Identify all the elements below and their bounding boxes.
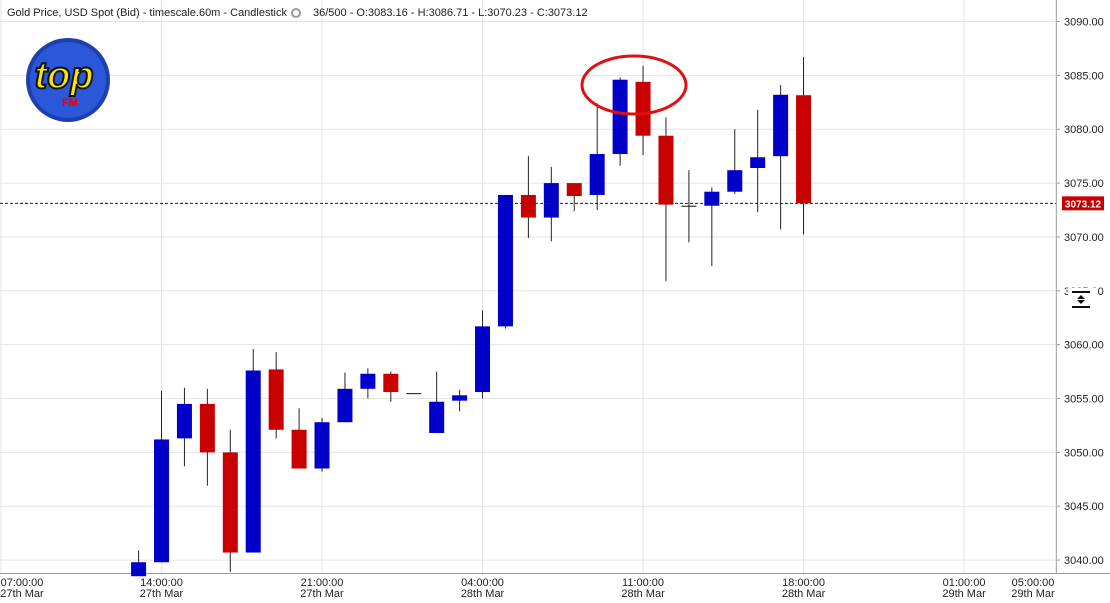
candle-body xyxy=(131,562,147,577)
candle-body xyxy=(589,154,605,195)
candle-body xyxy=(199,403,215,453)
logo: top FM xyxy=(26,38,110,122)
y-tick-label: 3050.00 xyxy=(1064,447,1104,459)
candle-body xyxy=(750,157,766,169)
logo-sub: FM xyxy=(62,97,78,109)
candle-body xyxy=(406,393,422,395)
candle-body xyxy=(566,183,582,197)
chart-info: 36/500 - O:3083.16 - H:3086.71 - L:3070.… xyxy=(313,7,588,19)
x-tick-label: 04:00:00 xyxy=(461,577,504,589)
y-tick-label: 3075.00 xyxy=(1064,178,1104,190)
x-tick-label: 27th Mar xyxy=(140,588,184,598)
candle-body xyxy=(291,429,307,469)
x-tick-label: 27th Mar xyxy=(300,588,344,598)
candle-body xyxy=(337,388,353,423)
x-tick-label: 28th Mar xyxy=(621,588,665,598)
last-price-label: 3073.12 xyxy=(1065,199,1102,210)
candle-body xyxy=(773,94,789,157)
x-tick-label: 01:00:00 xyxy=(943,577,986,589)
candle-body xyxy=(360,373,376,389)
candle-body xyxy=(268,369,284,430)
candle-body xyxy=(635,81,651,136)
candles: 3073.12 xyxy=(0,56,1104,577)
x-tick-label: 21:00:00 xyxy=(301,577,344,589)
candle-body xyxy=(727,170,743,192)
x-tick-label: 28th Mar xyxy=(782,588,826,598)
y-tick-label: 3055.00 xyxy=(1064,394,1104,406)
last-price-box xyxy=(1062,196,1104,211)
candle-body xyxy=(383,373,399,393)
candle-body xyxy=(658,135,674,205)
x-tick-label: 05:00:00 xyxy=(1012,577,1055,589)
axis-scale-icon[interactable] xyxy=(1068,288,1098,310)
chart-title: Gold Price, USD Spot (Bid) - timescale.6… xyxy=(7,7,287,19)
candle-body xyxy=(154,439,170,563)
y-tick-label: 3085.00 xyxy=(1064,70,1104,82)
candle-body xyxy=(796,95,812,204)
candle-body xyxy=(612,79,628,155)
logo-text: top xyxy=(34,55,93,97)
x-tick-label: 18:00:00 xyxy=(782,577,825,589)
candle-body xyxy=(176,403,192,439)
x-tick-label: 14:00:00 xyxy=(140,577,183,589)
candle-body xyxy=(245,370,261,553)
x-tick-label: 07:00:00 xyxy=(1,577,44,589)
settings-icon[interactable] xyxy=(291,8,301,18)
candle-body xyxy=(704,191,720,206)
x-tick-label: 11:00:00 xyxy=(622,577,664,589)
candle-body xyxy=(222,452,238,553)
candle-body xyxy=(497,194,513,327)
y-tick-label: 3060.00 xyxy=(1064,340,1104,352)
candle-body xyxy=(314,422,330,469)
x-tick-label: 29th Mar xyxy=(942,588,986,598)
y-tick-label: 3080.00 xyxy=(1064,124,1104,136)
candle-body xyxy=(681,205,697,207)
candle-body xyxy=(429,401,445,433)
y-tick-label: 3040.00 xyxy=(1064,555,1104,567)
x-tick-label: 27th Mar xyxy=(0,588,44,598)
candle-body xyxy=(520,194,536,218)
candle-body xyxy=(452,395,468,401)
y-tick-label: 3090.00 xyxy=(1064,17,1104,29)
candle-body xyxy=(475,326,491,393)
highlight-ellipse xyxy=(580,54,688,116)
x-tick-label: 28th Mar xyxy=(461,588,505,598)
x-tick-label: 29th Mar xyxy=(1011,588,1055,598)
candle-body xyxy=(543,183,559,218)
y-tick-label: 3070.00 xyxy=(1064,232,1104,244)
y-tick-label: 3045.00 xyxy=(1064,501,1104,513)
